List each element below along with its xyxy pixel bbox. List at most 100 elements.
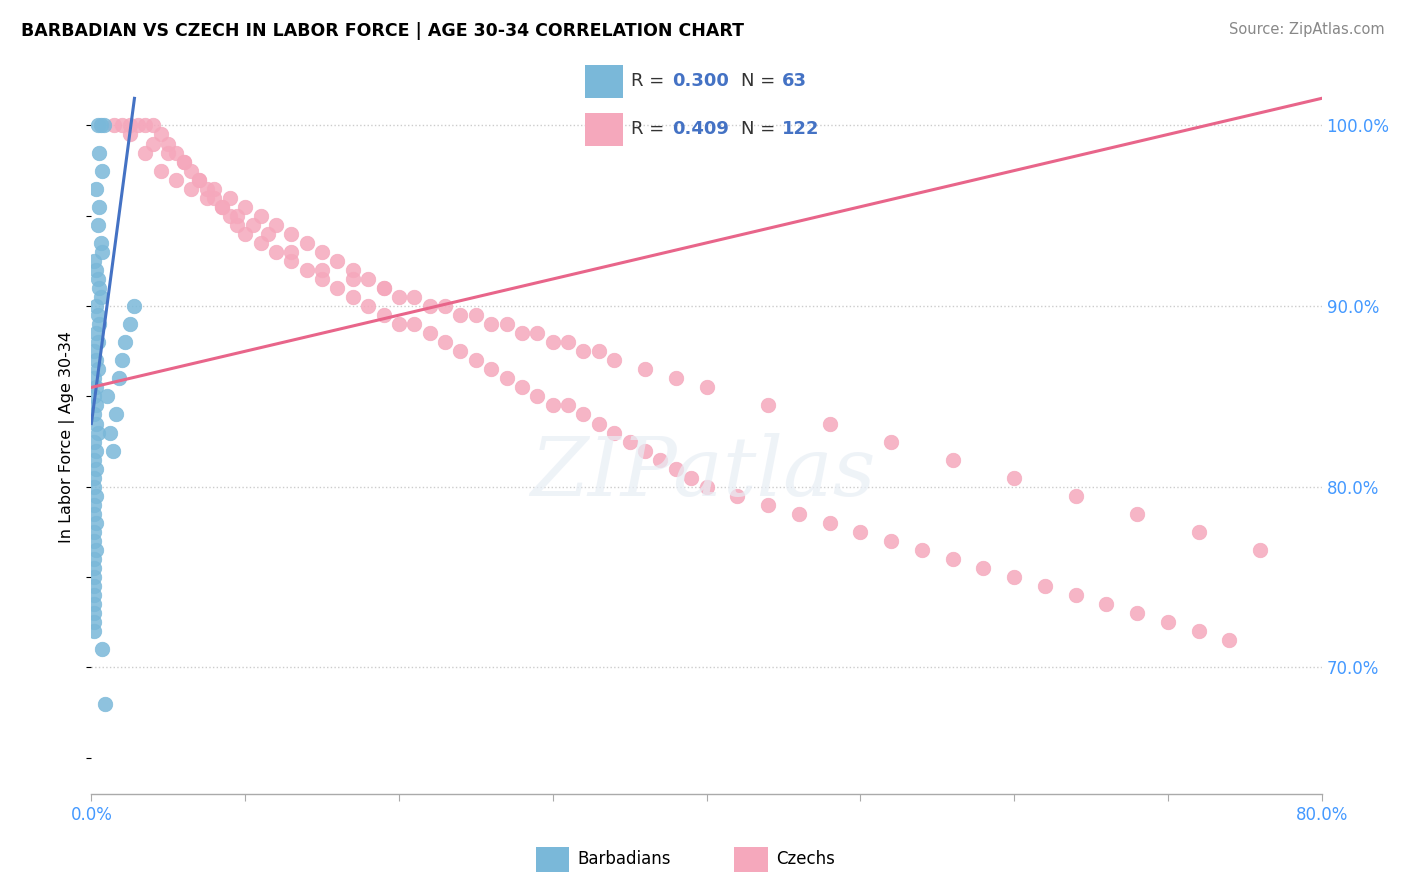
Point xyxy=(818,516,841,530)
Point xyxy=(86,362,108,376)
Point xyxy=(83,507,105,521)
Point xyxy=(295,235,318,250)
Point xyxy=(86,119,108,133)
Point xyxy=(195,191,218,205)
Point xyxy=(695,380,717,394)
Point xyxy=(98,425,121,440)
Point xyxy=(84,417,107,431)
Text: Barbadians: Barbadians xyxy=(578,849,672,868)
Point xyxy=(180,163,202,178)
Point xyxy=(650,452,672,467)
Point xyxy=(165,172,187,186)
Text: ZIPatlas: ZIPatlas xyxy=(530,433,876,513)
Point xyxy=(510,326,533,341)
Point xyxy=(404,290,426,304)
Point xyxy=(83,579,105,593)
Point xyxy=(342,263,364,277)
Point xyxy=(114,335,136,350)
Point xyxy=(756,498,779,512)
Point xyxy=(326,281,349,295)
Point xyxy=(127,119,149,133)
Point xyxy=(280,244,302,259)
Point xyxy=(479,362,502,376)
Point xyxy=(83,498,105,512)
Point xyxy=(218,209,240,223)
Point xyxy=(226,218,249,232)
Point xyxy=(326,254,349,268)
Point xyxy=(373,308,395,322)
Point xyxy=(87,317,110,331)
Point xyxy=(495,317,517,331)
Point xyxy=(588,344,610,359)
Point xyxy=(357,272,380,286)
Point xyxy=(83,434,105,449)
Point xyxy=(1249,543,1271,558)
Point xyxy=(83,452,105,467)
Point xyxy=(84,489,107,503)
Point xyxy=(86,272,108,286)
Point xyxy=(83,552,105,566)
Point xyxy=(526,389,548,403)
Point xyxy=(84,326,107,341)
Point xyxy=(464,353,486,368)
Point xyxy=(603,425,626,440)
Point xyxy=(373,281,395,295)
Point xyxy=(86,425,108,440)
Text: N =: N = xyxy=(741,120,780,138)
Point xyxy=(280,227,302,241)
Point xyxy=(165,145,187,160)
Point xyxy=(111,119,134,133)
Point xyxy=(257,227,280,241)
Point xyxy=(83,570,105,584)
Point xyxy=(557,399,579,413)
Point xyxy=(90,290,112,304)
Point xyxy=(404,317,426,331)
Point xyxy=(1002,570,1025,584)
Point xyxy=(87,145,110,160)
Point xyxy=(1126,507,1149,521)
Point xyxy=(86,335,108,350)
Point xyxy=(1002,471,1025,485)
Point xyxy=(202,191,225,205)
Point xyxy=(572,408,595,422)
Point xyxy=(84,263,107,277)
Point xyxy=(91,244,114,259)
Point xyxy=(295,263,318,277)
Point xyxy=(388,317,411,331)
Point xyxy=(195,182,218,196)
Point xyxy=(86,308,108,322)
Point xyxy=(83,371,105,385)
Point xyxy=(311,244,333,259)
Point xyxy=(311,272,333,286)
Point xyxy=(105,408,127,422)
Point xyxy=(695,480,717,494)
Point xyxy=(93,119,115,133)
Point xyxy=(87,200,110,214)
Point xyxy=(588,417,610,431)
Point xyxy=(94,697,117,711)
Point xyxy=(1187,624,1209,639)
Point xyxy=(101,443,124,458)
Point xyxy=(188,172,211,186)
Point xyxy=(1033,579,1056,593)
Point xyxy=(434,335,457,350)
Point xyxy=(280,254,302,268)
Point xyxy=(83,606,105,620)
Text: N =: N = xyxy=(741,72,780,90)
Point xyxy=(619,434,641,449)
Point xyxy=(83,408,105,422)
Text: 63: 63 xyxy=(782,72,807,90)
Point xyxy=(173,154,195,169)
Point xyxy=(157,136,180,151)
Point xyxy=(103,119,125,133)
Point xyxy=(84,399,107,413)
Point xyxy=(108,371,131,385)
Point xyxy=(124,299,146,313)
Point xyxy=(233,200,256,214)
Point xyxy=(880,434,903,449)
Bar xyxy=(734,847,768,872)
Point xyxy=(84,380,107,394)
Point xyxy=(1218,633,1240,648)
Point xyxy=(419,326,441,341)
Point xyxy=(86,218,108,232)
